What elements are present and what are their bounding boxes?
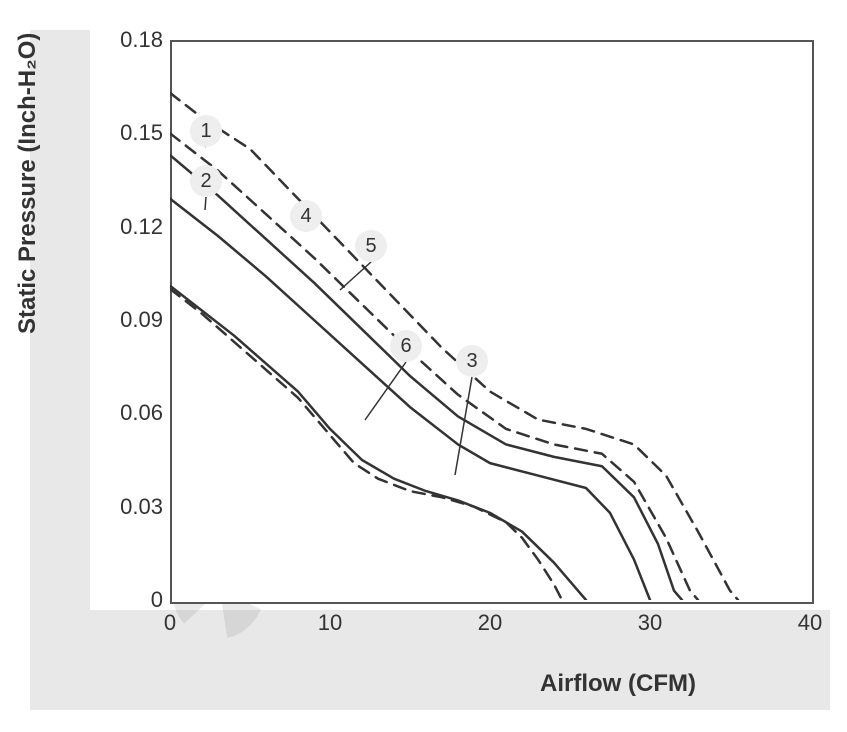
y-tick-label: 0.03 (120, 494, 163, 520)
y-tick-label: 0.18 (120, 27, 163, 53)
curve-badge-2: 2 (190, 165, 222, 197)
y-tick-label: 0.06 (120, 400, 163, 426)
chart-container: VENTEL Static Pressure (Inch-H₂O) Airflo… (0, 0, 847, 732)
x-tick-label: 40 (798, 610, 822, 636)
x-axis-background (30, 610, 830, 710)
badge-leaders (170, 40, 810, 600)
x-tick-label: 30 (638, 610, 662, 636)
x-axis-label: Airflow (CFM) (540, 670, 696, 698)
x-tick-label: 0 (164, 610, 176, 636)
leader-line-5 (340, 262, 371, 290)
y-tick-label: 0.09 (120, 307, 163, 333)
curve-badge-3: 3 (456, 345, 488, 377)
y-tick-label: 0 (151, 587, 163, 613)
curve-badge-5: 5 (355, 230, 387, 262)
curve-badge-4: 4 (290, 200, 322, 232)
x-tick-label: 20 (478, 610, 502, 636)
leader-line-6 (365, 362, 406, 420)
y-tick-label: 0.15 (120, 120, 163, 146)
x-tick-label: 10 (318, 610, 342, 636)
y-axis-label: Static Pressure (Inch-H₂O) (14, 33, 42, 334)
leader-line-2 (205, 197, 206, 210)
curve-badge-6: 6 (390, 330, 422, 362)
y-tick-label: 0.12 (120, 214, 163, 240)
curve-badge-1: 1 (190, 115, 222, 147)
leader-line-3 (455, 377, 472, 475)
